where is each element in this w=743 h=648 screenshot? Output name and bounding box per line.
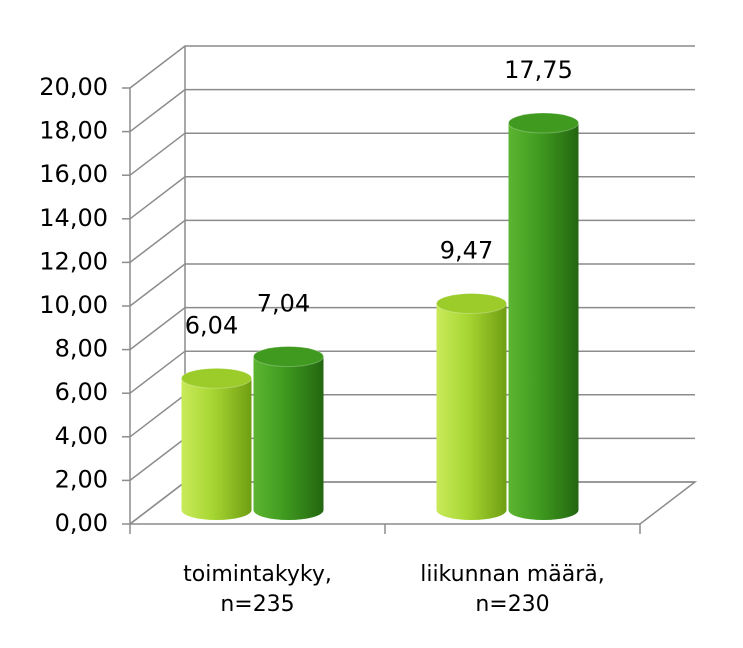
- y-tick-label: 0,00: [55, 509, 108, 537]
- y-tick-label: 20,00: [39, 73, 108, 101]
- x-tick-label: toimintakyky, n=235: [183, 562, 332, 617]
- value-label: 7,04: [257, 290, 310, 318]
- grid-line: [129, 132, 695, 176]
- bar-top: [436, 293, 507, 315]
- bar: [181, 378, 252, 520]
- grid-line: [129, 176, 695, 220]
- bar: [253, 356, 324, 520]
- y-tick-label: 6,00: [55, 378, 108, 406]
- y-tick-label: 12,00: [39, 247, 108, 275]
- bar: [508, 123, 579, 521]
- bar-top: [181, 367, 252, 389]
- grid-line: [129, 263, 695, 307]
- x-tick-label: liikunnan määrä, n=230: [420, 562, 605, 617]
- value-label: 17,75: [504, 56, 573, 84]
- y-tick-label: 2,00: [55, 465, 108, 493]
- grid-line: [129, 45, 695, 89]
- value-label: 6,04: [185, 311, 238, 339]
- y-tick-label: 16,00: [39, 160, 108, 188]
- y-tick-label: 4,00: [55, 422, 108, 450]
- y-tick-label: 10,00: [39, 291, 108, 319]
- bar-top: [508, 112, 579, 134]
- y-tick-label: 8,00: [55, 335, 108, 363]
- y-tick-label: 14,00: [39, 204, 108, 232]
- value-label: 9,47: [440, 237, 493, 265]
- bar-top: [253, 346, 324, 368]
- grid-line: [129, 88, 695, 133]
- bar: [436, 303, 507, 520]
- grid-line: [129, 219, 695, 263]
- y-tick-label: 18,00: [39, 117, 108, 145]
